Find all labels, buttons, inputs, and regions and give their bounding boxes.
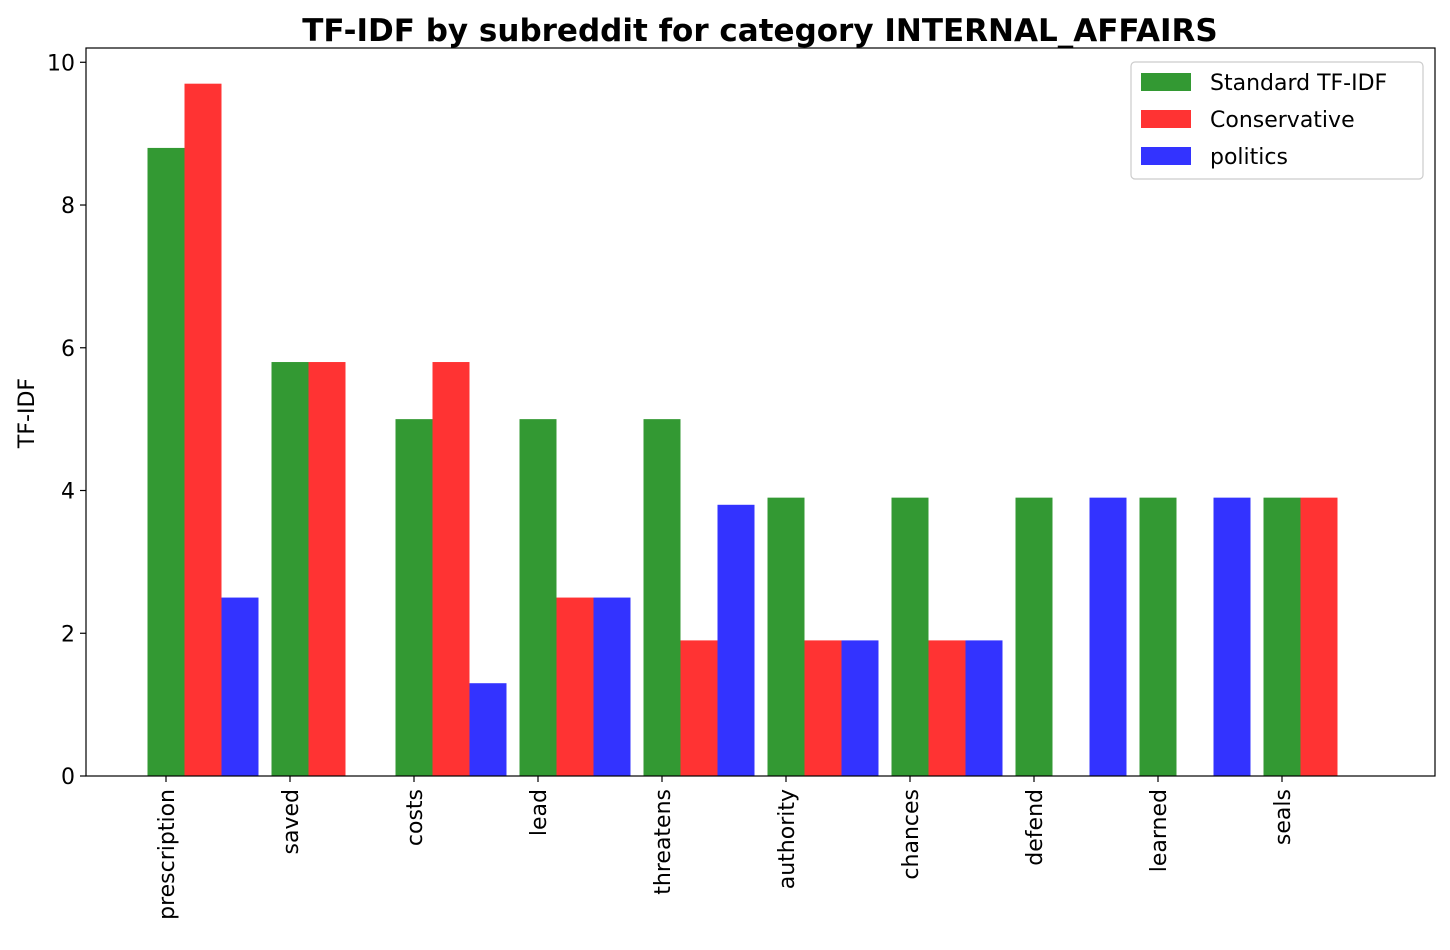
x-axis: prescription saved costs lead threatens autho… bbox=[155, 776, 1296, 920]
chart-title: TF-IDF by subreddit for category INTERNA… bbox=[302, 13, 1217, 49]
legend-label: Standard TF-IDF bbox=[1210, 71, 1387, 96]
bar-chances-conservative bbox=[928, 640, 966, 776]
plot-frame bbox=[85, 47, 1436, 777]
bar-learned-standard-tf-idf bbox=[1139, 497, 1177, 776]
bar-seals-conservative bbox=[1300, 497, 1338, 776]
bar-costs-conservative bbox=[432, 362, 470, 776]
x-tick-label-seals: seals bbox=[1271, 789, 1296, 845]
y-tick-label: 4 bbox=[61, 480, 75, 505]
bar-threatens-politics bbox=[717, 504, 755, 776]
bar-chances-standard-tf-idf bbox=[891, 497, 929, 776]
bar-prescription-conservative bbox=[184, 83, 222, 776]
bar-seals-standard-tf-idf bbox=[1263, 497, 1301, 776]
bar-chances-politics bbox=[965, 640, 1003, 776]
bar-authority-politics bbox=[841, 640, 879, 776]
x-tick-label-prescription: prescription bbox=[155, 789, 180, 920]
y-tick-label: 8 bbox=[61, 194, 75, 219]
bar-saved-standard-tf-idf bbox=[271, 362, 309, 776]
bar-costs-standard-tf-idf bbox=[395, 419, 433, 776]
x-tick-label-learned: learned bbox=[1147, 789, 1172, 872]
x-tick-label-saved: saved bbox=[279, 789, 304, 854]
y-tick-label: 2 bbox=[61, 622, 75, 647]
legend-swatch bbox=[1141, 73, 1191, 91]
bar-lead-standard-tf-idf bbox=[519, 419, 557, 776]
plot-area bbox=[85, 47, 1436, 777]
bar-authority-conservative bbox=[804, 640, 842, 776]
y-axis-label: TF-IDF bbox=[15, 378, 40, 449]
legend-label: Conservative bbox=[1210, 108, 1355, 133]
x-tick-label-defend: defend bbox=[1023, 789, 1048, 866]
x-tick-label-costs: costs bbox=[403, 789, 428, 846]
bar-threatens-conservative bbox=[680, 640, 718, 776]
x-tick-label-lead: lead bbox=[527, 789, 552, 836]
legend-box bbox=[1130, 61, 1424, 180]
x-tick-label-threatens: threatens bbox=[651, 789, 676, 895]
bar-saved-conservative bbox=[308, 362, 346, 776]
legend: Standard TF-IDF Conservative politics bbox=[1130, 61, 1424, 180]
bar-threatens-standard-tf-idf bbox=[643, 419, 681, 776]
y-axis: 0 2 4 6 8 10 bbox=[47, 51, 86, 790]
bar-defend-politics bbox=[1089, 497, 1127, 776]
legend-swatch bbox=[1141, 110, 1191, 128]
bar-authority-standard-tf-idf bbox=[767, 497, 805, 776]
bar-lead-conservative bbox=[556, 597, 594, 776]
y-tick-label: 0 bbox=[61, 765, 75, 790]
bar-prescription-politics bbox=[221, 597, 259, 776]
bar-learned-politics bbox=[1213, 497, 1251, 776]
y-tick-label: 6 bbox=[61, 337, 75, 362]
bar-defend-standard-tf-idf bbox=[1015, 497, 1053, 776]
bar-lead-politics bbox=[593, 597, 631, 776]
x-tick-label-chances: chances bbox=[899, 789, 924, 880]
legend-label: politics bbox=[1210, 145, 1288, 170]
bar-costs-politics bbox=[469, 683, 507, 776]
x-tick-label-authority: authority bbox=[775, 789, 800, 889]
legend-swatch bbox=[1141, 147, 1191, 165]
y-tick-label: 10 bbox=[47, 51, 75, 76]
bar-prescription-standard-tf-idf bbox=[147, 147, 185, 776]
